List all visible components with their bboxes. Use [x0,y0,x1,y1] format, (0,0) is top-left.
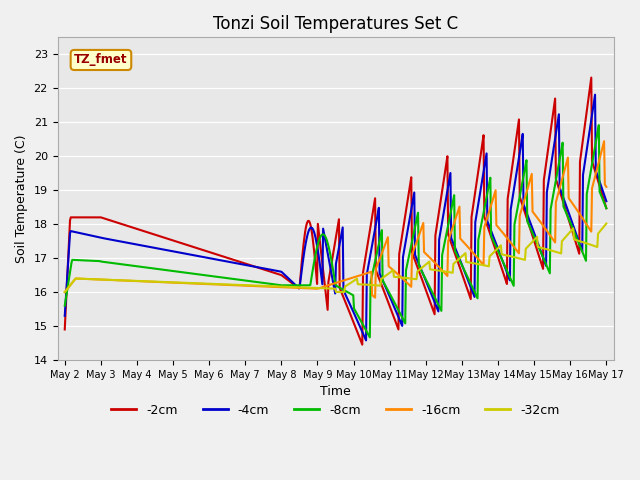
Title: Tonzi Soil Temperatures Set C: Tonzi Soil Temperatures Set C [213,15,458,33]
Y-axis label: Soil Temperature (C): Soil Temperature (C) [15,134,28,263]
Legend: -2cm, -4cm, -8cm, -16cm, -32cm: -2cm, -4cm, -8cm, -16cm, -32cm [106,398,564,421]
Text: TZ_fmet: TZ_fmet [74,53,128,66]
X-axis label: Time: Time [320,385,351,398]
